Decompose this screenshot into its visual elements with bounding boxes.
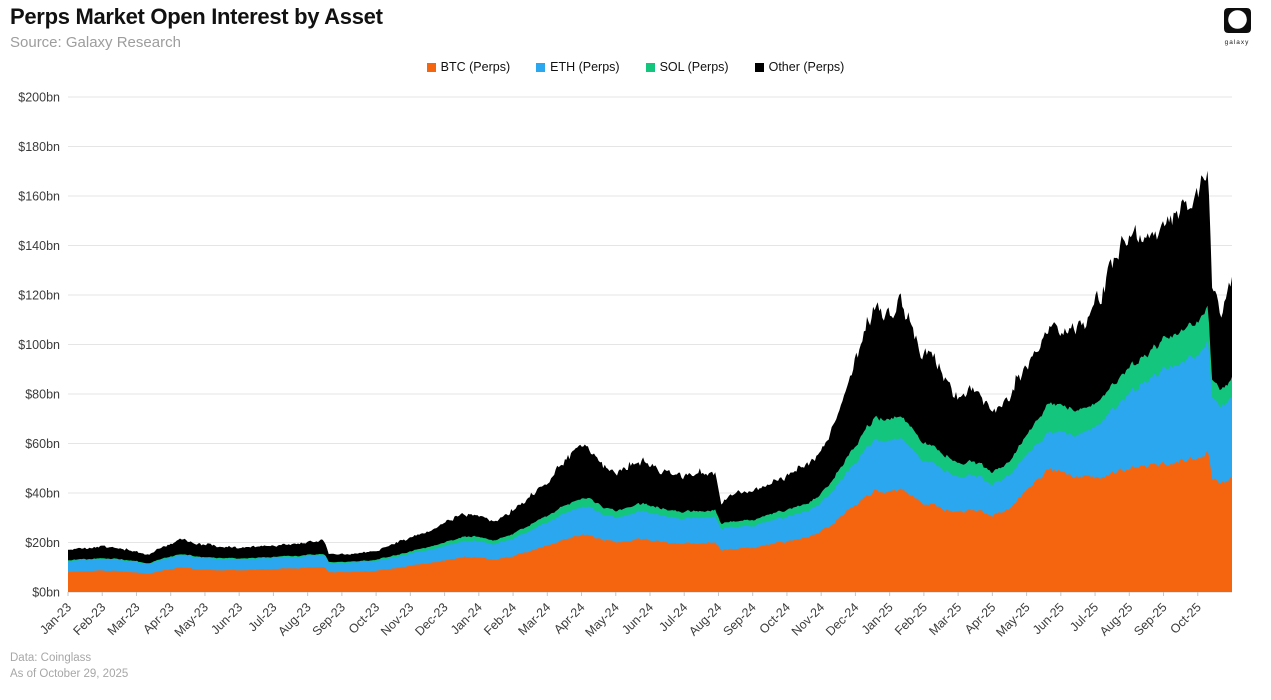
legend-label: BTC (Perps) bbox=[440, 60, 511, 74]
legend-swatch bbox=[754, 62, 764, 72]
as-of-date: As of October 29, 2025 bbox=[10, 668, 129, 681]
x-axis-label: Jan-25 bbox=[859, 600, 896, 637]
x-axis-label: Jan-24 bbox=[448, 600, 485, 637]
x-axis-label: Oct-23 bbox=[346, 600, 382, 636]
y-axis-label: $20bn bbox=[25, 536, 60, 550]
x-axis-label: Apr-25 bbox=[962, 600, 998, 636]
legend-label: SOL (Perps) bbox=[659, 60, 729, 74]
galaxy-logo: galaxy bbox=[1217, 8, 1257, 46]
x-axis-label: Sep-24 bbox=[720, 600, 758, 638]
y-axis-label: $80bn bbox=[25, 388, 60, 402]
x-axis-label: Apr-24 bbox=[551, 600, 587, 636]
legend-item-eth: ETH (Perps) bbox=[536, 60, 620, 74]
x-axis-label: Sep-25 bbox=[1131, 600, 1169, 638]
legend-item-btc: BTC (Perps) bbox=[426, 60, 511, 74]
y-axis-label: $200bn bbox=[18, 91, 60, 105]
y-axis-label: $0bn bbox=[32, 586, 60, 600]
source-subtitle: Source: Galaxy Research bbox=[10, 34, 181, 51]
legend-item-other: Other (Perps) bbox=[754, 60, 845, 74]
legend-label: Other (Perps) bbox=[768, 60, 845, 74]
x-axis-label: Mar-23 bbox=[105, 600, 143, 638]
x-axis-label: Jan-23 bbox=[37, 600, 74, 637]
x-axis-label: Nov-23 bbox=[378, 600, 416, 638]
y-axis-label: $180bn bbox=[18, 140, 60, 154]
y-axis-label: $60bn bbox=[25, 437, 60, 451]
x-axis-label: Oct-24 bbox=[757, 600, 793, 636]
y-axis-label: $160bn bbox=[18, 190, 60, 204]
x-axis-label: Jun-25 bbox=[1030, 600, 1067, 637]
x-axis-label: Feb-24 bbox=[481, 600, 519, 638]
x-axis-label: Aug-23 bbox=[275, 600, 313, 638]
x-axis-label: May-25 bbox=[993, 600, 1032, 639]
x-axis-label: May-23 bbox=[172, 600, 211, 639]
y-axis-label: $100bn bbox=[18, 338, 60, 352]
x-axis-label: Mar-25 bbox=[926, 600, 964, 638]
x-axis-label: Dec-23 bbox=[412, 600, 450, 638]
chart-footer: Data: Coinglass As of October 29, 2025 bbox=[10, 650, 128, 682]
x-axis-label: Dec-24 bbox=[823, 600, 861, 638]
data-source-note: Data: Coinglass bbox=[10, 652, 92, 664]
y-axis-label: $120bn bbox=[18, 289, 60, 303]
x-axis-label: Apr-23 bbox=[140, 600, 176, 636]
x-axis-label: Aug-25 bbox=[1097, 600, 1135, 638]
x-axis-label: Mar-24 bbox=[516, 600, 554, 638]
x-axis-label: Oct-25 bbox=[1167, 600, 1203, 636]
chart-legend: BTC (Perps) ETH (Perps) SOL (Perps) Other (… bbox=[0, 60, 1271, 74]
galaxy-logo-text: galaxy bbox=[1224, 39, 1250, 46]
galaxy-logo-icon bbox=[1223, 8, 1251, 33]
legend-swatch bbox=[645, 62, 655, 72]
y-axis-label: $140bn bbox=[18, 239, 60, 253]
x-axis-label: Jun-24 bbox=[619, 600, 656, 637]
area-btc-perps bbox=[68, 450, 1232, 592]
page-title: Perps Market Open Interest by Asset bbox=[10, 4, 383, 29]
x-axis-label: May-24 bbox=[583, 600, 622, 639]
x-axis-label: Feb-23 bbox=[70, 600, 108, 638]
legend-label: ETH (Perps) bbox=[550, 60, 620, 74]
x-axis-label: Nov-24 bbox=[789, 600, 827, 638]
x-axis-label: Aug-24 bbox=[686, 600, 724, 638]
legend-swatch bbox=[426, 62, 436, 72]
legend-swatch bbox=[536, 62, 546, 72]
x-axis-label: Feb-25 bbox=[892, 600, 930, 638]
y-axis-label: $40bn bbox=[25, 487, 60, 501]
legend-item-sol: SOL (Perps) bbox=[645, 60, 729, 74]
x-axis-label: Sep-23 bbox=[310, 600, 348, 638]
x-axis-label: Jun-23 bbox=[208, 600, 245, 637]
